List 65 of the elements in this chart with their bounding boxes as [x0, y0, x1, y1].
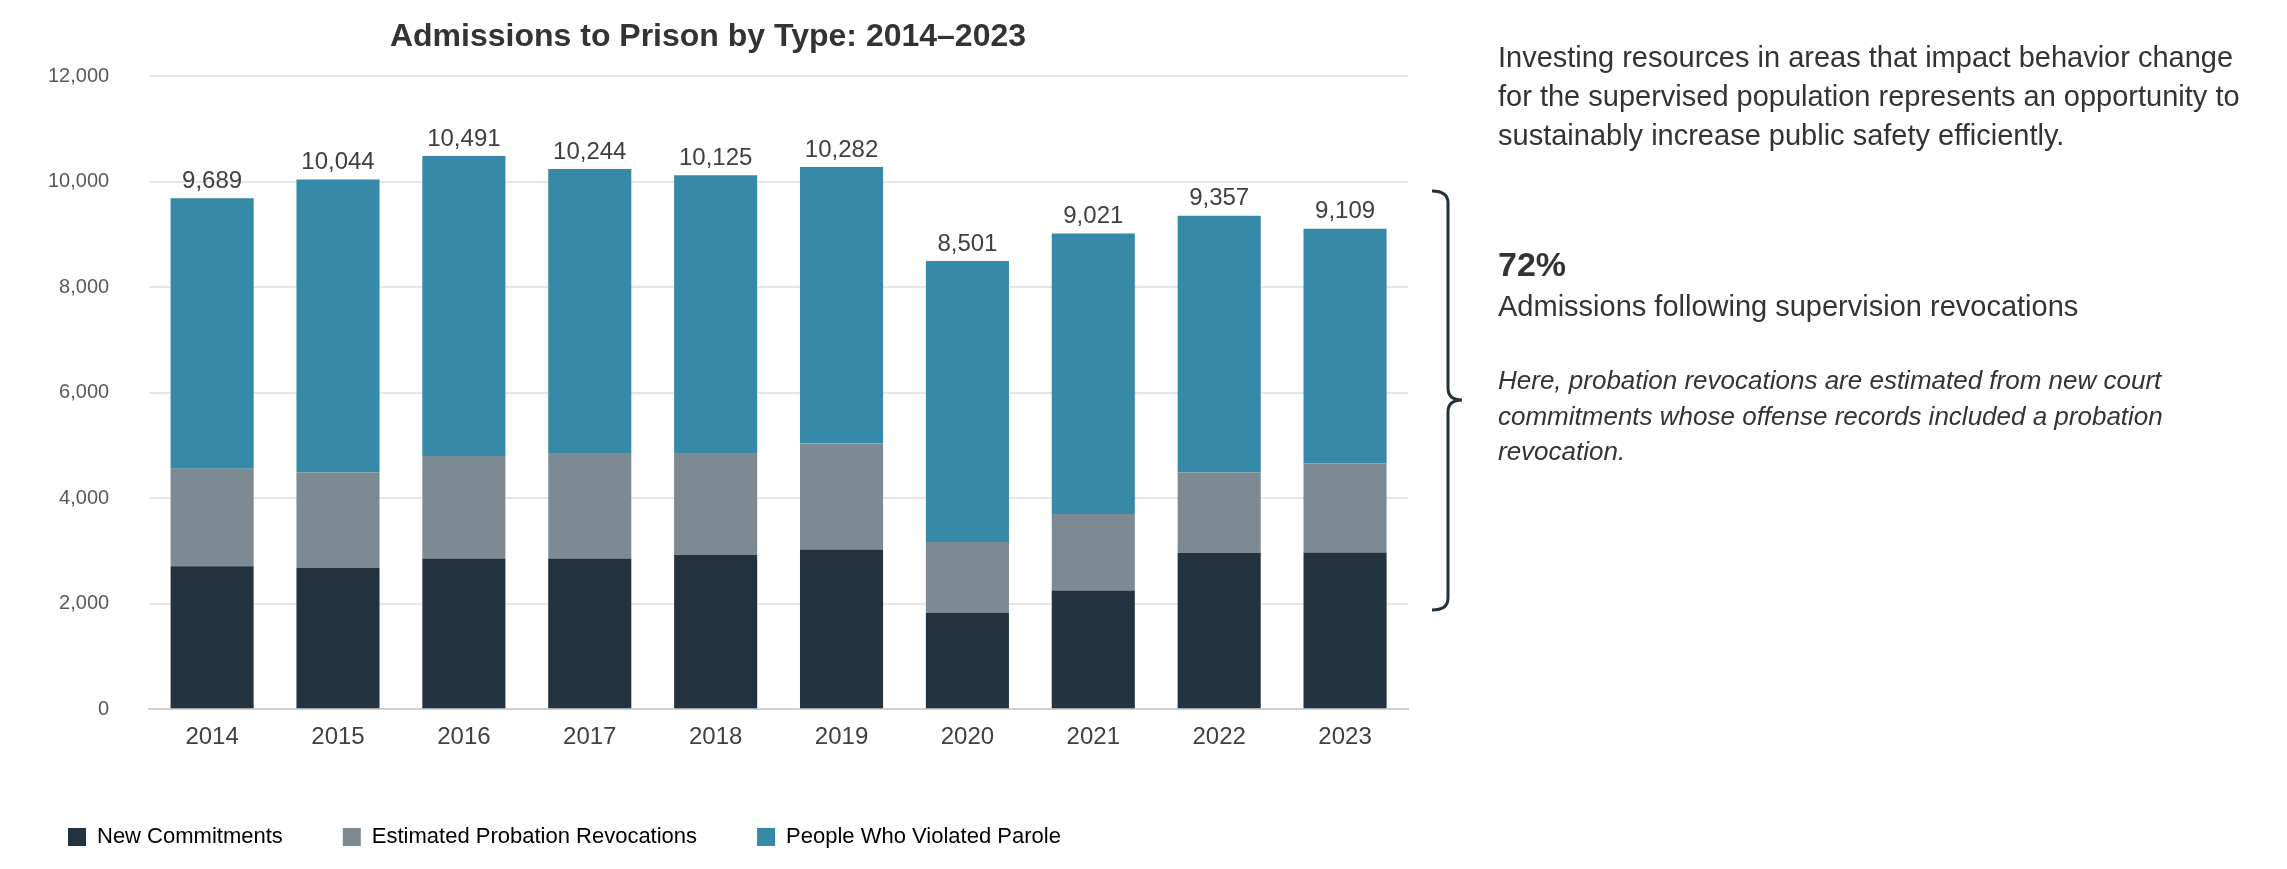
bar: [674, 452, 758, 555]
x-tick-label: 2019: [814, 722, 869, 750]
total-label: 9,021: [1063, 201, 1124, 229]
legend-label: Estimated Probation Revocations: [371, 823, 698, 849]
legend-label: People Who Violated Parole: [786, 823, 1061, 849]
text: Admissions following supervision revocations: [1498, 290, 2080, 324]
bar: [548, 452, 632, 559]
total-label: 9,357: [1189, 183, 1250, 211]
x-tick-label: 2018: [688, 722, 743, 750]
bar: [925, 542, 1009, 613]
y-tick-label: 4,000: [59, 485, 110, 508]
total-label: 10,282: [804, 134, 879, 162]
x-tick-label: 2022: [1192, 722, 1246, 750]
y-tick-label: 6,000: [59, 380, 110, 403]
bar: [296, 472, 380, 568]
text: Investing resources in areas that impact behavior change for the supervised population represents an opportunity to sustainably increase public safety efficiently.: [1498, 40, 2241, 154]
bar: [1051, 233, 1135, 515]
bar: [799, 167, 884, 444]
bar: [1303, 552, 1387, 709]
bar: [1177, 553, 1261, 709]
bar: [170, 198, 254, 469]
bar: [799, 549, 884, 709]
bar: [170, 468, 254, 567]
x-tick-label: 2023: [1318, 722, 1372, 750]
x-tick-label: 2021: [1066, 722, 1120, 750]
bar: [1051, 590, 1135, 709]
legend-label: New Commitments: [97, 823, 283, 849]
total-label: 10,244: [553, 136, 627, 164]
y-tick-label: 2,000: [59, 591, 110, 614]
x-tick-label: 2020: [940, 722, 995, 750]
y-tick-label: 8,000: [59, 274, 110, 297]
bar: [925, 612, 1009, 709]
text: Here, probation revocations are estimated from new court commitments whose offense records included a probation revocation.: [1498, 364, 2164, 468]
bar: [422, 558, 506, 709]
total-label: 9,109: [1315, 196, 1376, 224]
bar: [674, 554, 758, 709]
x-tick-label: 2016: [437, 722, 491, 750]
total-label: 8,501: [937, 228, 998, 256]
bar: [1051, 514, 1135, 591]
bar: [925, 260, 1009, 543]
bar: [799, 443, 884, 550]
y-tick-label: 12,000: [48, 63, 110, 86]
bar: [1303, 463, 1387, 553]
y-tick-label: 0: [98, 696, 110, 719]
total-label: 10,044: [301, 147, 375, 175]
y-tick-label: 10,000: [48, 169, 110, 192]
bar: [548, 169, 632, 453]
bar: [422, 155, 506, 457]
bar: [296, 567, 380, 709]
x-tick-label: 2017: [563, 722, 617, 750]
bar: [1303, 228, 1387, 464]
bar: [296, 179, 380, 473]
bar: [1177, 472, 1261, 554]
bar: [170, 566, 254, 709]
bar: [1177, 215, 1261, 473]
bar: [422, 456, 506, 559]
bar: [674, 175, 758, 453]
total-label: 9,689: [182, 165, 243, 193]
x-tick-label: 2015: [311, 722, 365, 750]
text: 72%: [1498, 245, 1568, 285]
bar: [548, 558, 632, 709]
x-tick-label: 2014: [185, 722, 239, 750]
total-label: 10,125: [678, 142, 753, 170]
total-label: 10,491: [427, 123, 501, 151]
chart-title: Admissions to Prison by Type: 2014–2023: [389, 17, 1027, 54]
